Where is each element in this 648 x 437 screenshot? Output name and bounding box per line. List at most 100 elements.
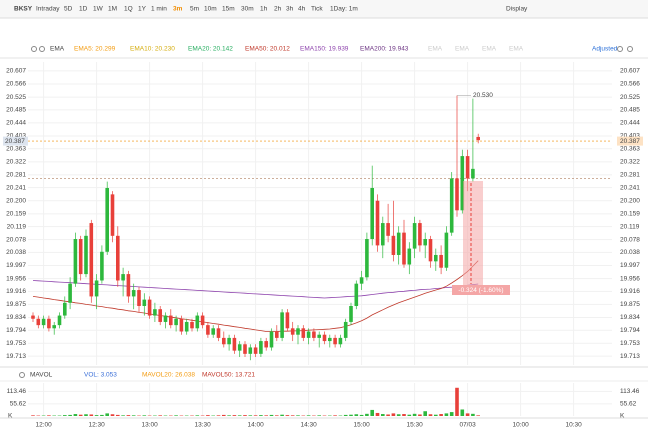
volume-bar [376,413,380,416]
timeframe-tab[interactable]: 5m [190,6,199,13]
x-tick-label: 15:30 [406,422,423,429]
timeframe-tab[interactable]: 1Day: 1m [330,6,358,13]
candle-body [190,322,194,328]
candle-body [360,277,364,283]
candle-body [227,338,231,344]
volume-legend: VOL: 3.053 [84,372,117,379]
indicator-faded: EMA [428,46,443,53]
candle-body [355,284,359,306]
timeframe-tab[interactable]: 10m [204,6,217,13]
y-tick-label: 19.916 [6,288,26,295]
volume-bar [450,412,454,416]
y-tick-label: 20.566 [620,81,640,88]
candle-body [349,306,353,322]
candle-body [381,223,385,245]
y-tick-label: 20.200 [6,197,26,204]
volume-legend: MAVOL50: 13.721 [202,372,255,379]
timeframe-tab[interactable]: 1M [108,6,117,13]
timeframe-tab[interactable]: 30m [241,6,254,13]
timeframe-tab[interactable]: 1h [260,6,268,13]
volume-tick-label: 55.62 [620,401,637,408]
measure-label: -0.324 (-1.60%) [458,287,503,294]
candle-body [264,341,268,347]
volume-bar [249,415,253,416]
timeframe-tab[interactable]: Intraday [36,6,60,13]
y-tick-label: 20.200 [620,197,640,204]
volume-bar [68,415,72,416]
volume-bar [116,415,120,416]
timeframe-tab[interactable]: 15m [222,6,235,13]
y-tick-label: 19.753 [6,340,26,347]
candle-body [79,239,83,274]
volume-bar [360,415,364,416]
candle-body [445,233,449,268]
timeframe-tab[interactable]: 1 min [151,6,167,13]
volume-bar [74,414,78,416]
y-tick-label: 20.159 [620,211,640,218]
candle-body [476,137,480,140]
volume-bar [254,415,258,416]
candle-body [450,178,454,232]
indicator-value: EMA10: 20.230 [130,46,175,53]
volume-bar [408,415,412,416]
indicator-name: EMA [50,46,65,53]
y-tick-label: 19.997 [620,262,640,269]
y-tick-label: 19.794 [620,327,640,334]
y-tick-label: 19.875 [6,301,26,308]
timeframe-tab[interactable]: 5D [64,6,73,13]
timeframe-tab[interactable]: 1Y [138,6,147,13]
adjusted-toggle[interactable]: Adjusted [592,46,618,53]
candle-body [418,223,422,245]
candle-body [164,316,168,322]
y-tick-label: 20.363 [620,145,640,152]
x-tick-label: 10:30 [565,422,582,429]
measure-area [463,181,483,285]
y-tick-label: 20.444 [620,120,640,127]
timeframe-tab[interactable]: 3h [286,6,294,13]
candle-body [84,236,88,274]
y-tick-label: 19.997 [6,262,26,269]
volume-bar [84,414,88,416]
candle-body [339,338,343,344]
volume-bar [397,414,401,416]
volume-bar [429,414,433,416]
volume-bar [386,414,390,416]
volume-bar [296,415,300,416]
candle-body [196,316,200,329]
volume-bar [243,415,247,416]
x-tick-label: 13:30 [194,422,211,429]
y-tick-label: 20.566 [6,81,26,88]
candle-body [217,328,221,338]
settings-icon[interactable] [20,373,25,378]
volume-bar [370,410,374,416]
display-menu[interactable]: Display [506,6,528,13]
candle-body [74,239,78,284]
volume-bar [317,415,321,416]
volume-bar [227,415,231,416]
y-tick-label: 20.607 [620,68,640,75]
candle-body [243,344,247,354]
volume-bar [264,415,268,416]
candle-body [174,319,178,325]
timeframe-tab[interactable]: Tick [311,6,323,13]
last-price-label: 20.387 [620,138,640,145]
y-tick-label: 20.078 [620,236,640,243]
timeframe-tab[interactable]: 3m [173,6,183,13]
volume-unit: K [620,413,625,420]
candle-body [270,332,274,348]
x-tick-label: 12:00 [35,422,52,429]
timeframe-tab[interactable]: 1D [79,6,88,13]
candle-body [376,201,380,246]
candle-body [302,328,306,338]
timeframe-tab[interactable]: 2h [274,6,282,13]
volume-bar [111,414,115,416]
timeframe-tab[interactable]: 1Q [124,6,133,13]
symbol[interactable]: BKSY [14,6,33,13]
timeframe-tab[interactable]: 4h [298,6,306,13]
volume-bar [259,415,263,416]
volume-bar [418,414,422,416]
y-tick-label: 20.322 [6,159,26,166]
timeframe-tab[interactable]: 1W [93,6,104,13]
candle-body [132,290,136,296]
